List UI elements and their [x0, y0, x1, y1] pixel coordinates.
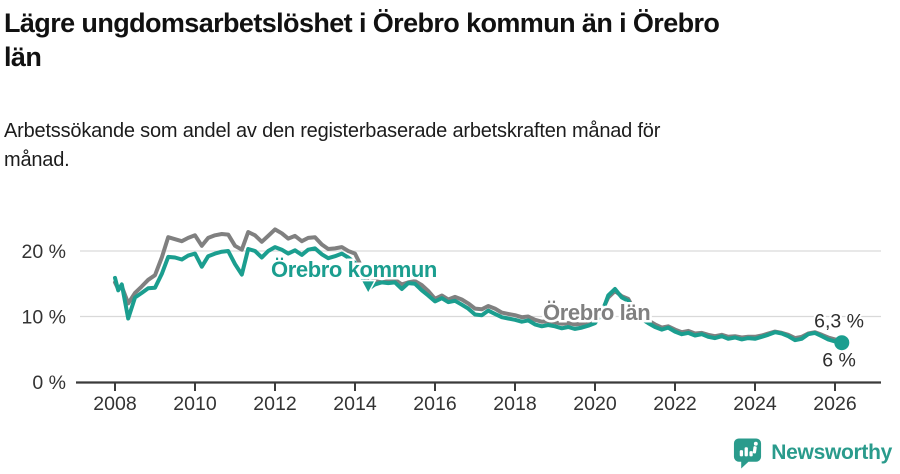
bar-chart-speech-bubble-icon — [734, 438, 762, 469]
end-value-label-orebro-kommun: 6 % — [822, 350, 856, 372]
x-tick-label-2018: 2018 — [493, 393, 536, 415]
newsworthy-logo[interactable]: Newsworthy — [732, 436, 892, 470]
series-label--rebro-l-n: Örebro län — [543, 300, 650, 325]
x-tick-label-2010: 2010 — [173, 393, 217, 415]
y-tick-label-20: 20 % — [22, 241, 66, 263]
y-tick-label-0: 0 % — [32, 372, 66, 394]
series-label--rebro-kommun: Örebro kommun — [271, 257, 437, 282]
end-value-label-orebro-lan: 6,3 % — [814, 311, 864, 333]
y-tick-label-10: 10 % — [22, 307, 66, 329]
chart-subtitle: Arbetssökande som andel av den registerb… — [4, 117, 844, 175]
series-line--rebro-kommun — [113, 245, 844, 345]
x-tick-label-2020: 2020 — [573, 393, 617, 415]
page-title: Lägre ungdomsarbetslöshet i Örebro kommu… — [4, 6, 884, 74]
x-tick-label-2008: 2008 — [93, 393, 136, 415]
x-tick-label-2022: 2022 — [653, 393, 696, 415]
page-title-line-1: Lägre ungdomsarbetslöshet i Örebro kommu… — [4, 8, 720, 38]
series-end-dot--rebro-kommun — [834, 335, 850, 351]
chart-subtitle-line-1: Arbetssökande som andel av den registerb… — [4, 120, 661, 142]
x-tick-label-2024: 2024 — [733, 393, 777, 415]
chart-subtitle-line-2: månad. — [4, 149, 70, 171]
series-label-pointer-icon — [359, 279, 377, 296]
x-tick-label-2016: 2016 — [413, 393, 456, 415]
page-title-line-2: län — [4, 42, 42, 72]
series-line--rebro-l-n — [113, 227, 841, 343]
newsworthy-brand-text: Newsworthy — [771, 441, 892, 464]
x-tick-label-2014: 2014 — [333, 393, 377, 415]
x-tick-label-2026: 2026 — [813, 393, 856, 415]
unemployment-line-chart: 2008 2010 2012 2014 2016 2018 2020 2022 2024 2026… — [22, 227, 881, 415]
x-tick-label-2012: 2012 — [253, 393, 296, 415]
